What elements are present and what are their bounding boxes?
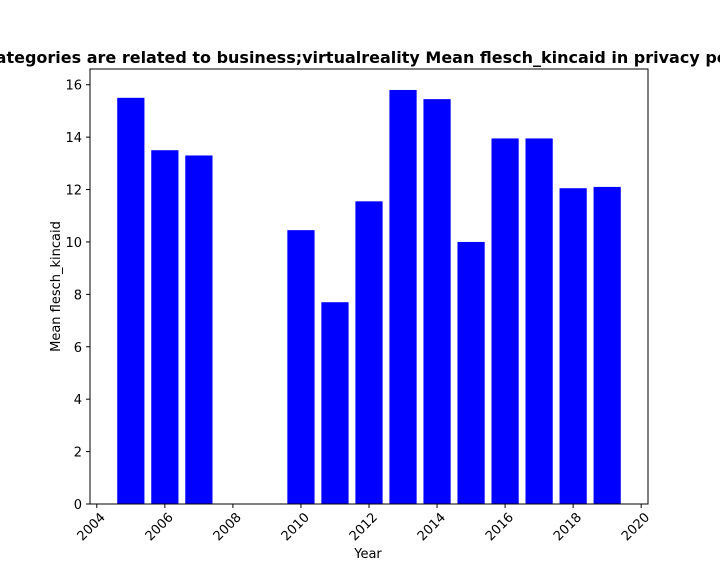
x-tick-label: 2004	[75, 510, 109, 544]
bar-2012	[355, 201, 383, 504]
x-tick-label: 2008	[211, 510, 245, 544]
y-tick-label: 12	[65, 184, 82, 199]
x-tick-label: 2012	[347, 510, 381, 544]
x-axis: 2004 2006 2008 2010 2012 2014 2016 2018 2020	[75, 504, 653, 544]
x-tick-label: 2010	[279, 510, 313, 544]
x-tick-label: 2018	[551, 510, 585, 544]
y-tick-label: 2	[74, 446, 82, 461]
x-tick-label: 2016	[483, 510, 517, 544]
chart-title: Categories are related to business;virtu…	[0, 48, 720, 67]
bar-2015	[457, 241, 485, 504]
bar-2006	[151, 150, 179, 505]
y-axis-label: Mean flesch_kincaid	[49, 221, 64, 352]
y-tick-label: 4	[74, 393, 82, 408]
bar-2011	[321, 302, 349, 504]
y-tick-label: 6	[74, 341, 82, 356]
bar-2018	[559, 188, 587, 504]
bars-layer	[117, 89, 621, 505]
bar-2013	[389, 89, 417, 504]
bar-2014	[423, 99, 451, 504]
y-axis: 0 2 4 6 8 10 12 14 16	[65, 79, 90, 513]
y-tick-label: 0	[74, 498, 82, 513]
x-axis-label: Year	[353, 547, 382, 562]
x-tick-label: 2020	[619, 510, 653, 544]
bar-2016	[491, 138, 519, 505]
x-tick-label: 2006	[143, 510, 177, 544]
bar-2005	[117, 97, 145, 504]
bar-2010	[287, 230, 315, 504]
y-tick-label: 14	[65, 131, 82, 146]
y-tick-label: 8	[74, 288, 82, 303]
y-tick-label: 16	[65, 79, 82, 94]
y-tick-label: 10	[65, 236, 82, 251]
bar-2019	[593, 186, 621, 504]
bar-2007	[185, 155, 213, 505]
x-tick-label: 2014	[415, 510, 449, 544]
bar-2017	[525, 138, 553, 505]
